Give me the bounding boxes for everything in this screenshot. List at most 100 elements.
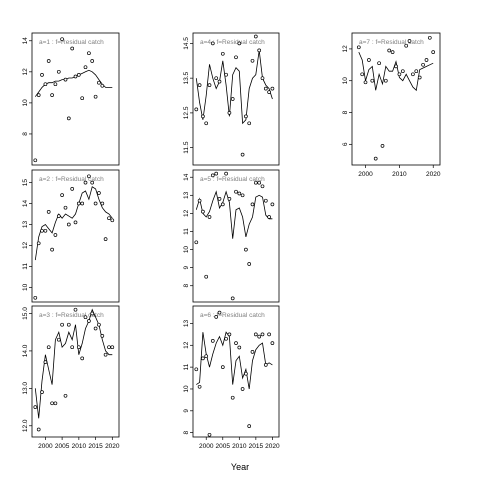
data-point (76, 73, 81, 77)
data-point (260, 76, 265, 81)
data-point (204, 354, 209, 359)
data-point (267, 215, 271, 219)
x-tick-label: 2015 (88, 443, 103, 450)
data-point (50, 93, 54, 97)
data-point (73, 74, 78, 79)
data-point (53, 233, 58, 237)
y-tick-label: 11 (22, 263, 29, 270)
data-point (260, 332, 265, 337)
data-point (204, 274, 209, 279)
y-tick-label: 8 (342, 110, 349, 114)
data-point (40, 390, 44, 394)
data-point (227, 332, 232, 337)
data-point (234, 341, 238, 345)
data-point (70, 187, 75, 191)
data-point (244, 371, 248, 376)
data-point (217, 197, 222, 201)
data-point (220, 202, 225, 207)
data-point (210, 339, 215, 343)
y-tick-label: 9 (183, 409, 190, 413)
data-point (220, 51, 225, 56)
fitted-line (34, 186, 113, 261)
data-point (230, 395, 235, 400)
data-point (103, 352, 108, 357)
y-tick-label: 13 (183, 319, 190, 327)
data-point (197, 83, 202, 87)
y-tick-label: 15 (22, 179, 29, 187)
x-tick-label: 2005 (216, 443, 231, 450)
data-point (407, 39, 412, 43)
data-point (240, 387, 245, 391)
panel-frame (351, 32, 441, 166)
x-tick-label: 2005 (55, 443, 70, 450)
data-point (263, 363, 268, 367)
data-point (383, 78, 388, 83)
panel-a6: a=6 : f=Residual catch 8 9 10 11 12 13 2000 2005… (183, 305, 280, 450)
data-point (234, 189, 238, 194)
data-point (230, 97, 235, 101)
panel-a4: a=4 : f=Residual catch 11.5 12.5 13.5 14.5 (183, 32, 280, 166)
data-point (53, 82, 58, 87)
panel-a7: a=7 : f=Residual catch 6 8 10 12 2000 2010 2020 (342, 32, 441, 178)
data-point (43, 82, 48, 87)
data-point (97, 191, 101, 195)
y-tick-label: 13.0 (22, 382, 29, 395)
y-tick-label: 13 (22, 220, 29, 228)
y-tick-label: 12 (183, 341, 190, 349)
data-point (427, 35, 432, 40)
x-axis-label: Year (231, 462, 249, 472)
data-point (97, 80, 101, 85)
data-point (250, 202, 255, 207)
data-point (240, 193, 245, 198)
y-tick-label: 10 (342, 77, 349, 85)
data-point (217, 310, 222, 315)
data-point (214, 171, 219, 176)
y-tick-label: 14 (22, 200, 29, 208)
data-point (380, 144, 385, 148)
data-point (227, 111, 232, 115)
data-point (234, 55, 238, 60)
data-point (66, 222, 71, 227)
fitted-line (195, 50, 273, 125)
x-tick-label: 2015 (249, 443, 264, 450)
panel-frame (192, 32, 280, 166)
data-point (431, 50, 436, 54)
data-point (210, 173, 215, 178)
data-point (100, 334, 105, 338)
y-tick-label: 12 (342, 45, 349, 53)
data-point (227, 197, 232, 201)
data-point (267, 332, 271, 337)
panel-a3: a=3 : f=Residual catch 12.0 13.0 14.0 15.0 20… (22, 305, 120, 450)
data-point (204, 121, 209, 126)
data-point (363, 80, 368, 85)
data-point (46, 345, 51, 350)
data-point (107, 216, 111, 221)
data-point (100, 201, 105, 206)
data-point (90, 311, 95, 316)
y-tick-label: 12.0 (22, 419, 29, 432)
data-point (33, 405, 38, 409)
data-point (66, 322, 71, 327)
data-point (90, 180, 95, 185)
y-tick-label: 11 (183, 228, 190, 235)
data-point (63, 205, 68, 210)
data-point (33, 295, 38, 300)
data-point (210, 41, 215, 46)
data-point (80, 96, 85, 101)
data-point (224, 336, 228, 341)
panel-title: a=4 : f=Residual catch (200, 39, 265, 46)
data-point (360, 72, 365, 77)
data-point (201, 209, 205, 214)
data-point (394, 64, 398, 69)
data-point (424, 58, 429, 62)
data-point (60, 37, 64, 42)
data-point (43, 360, 48, 364)
data-point (36, 93, 41, 97)
panel-a1: a=1 : f=Residual catch 8 10 12 14 (22, 32, 120, 166)
data-point (60, 193, 64, 197)
data-point (247, 424, 252, 428)
x-tick-label: 2020 (105, 443, 120, 450)
data-point (33, 158, 38, 163)
data-point (70, 46, 75, 51)
